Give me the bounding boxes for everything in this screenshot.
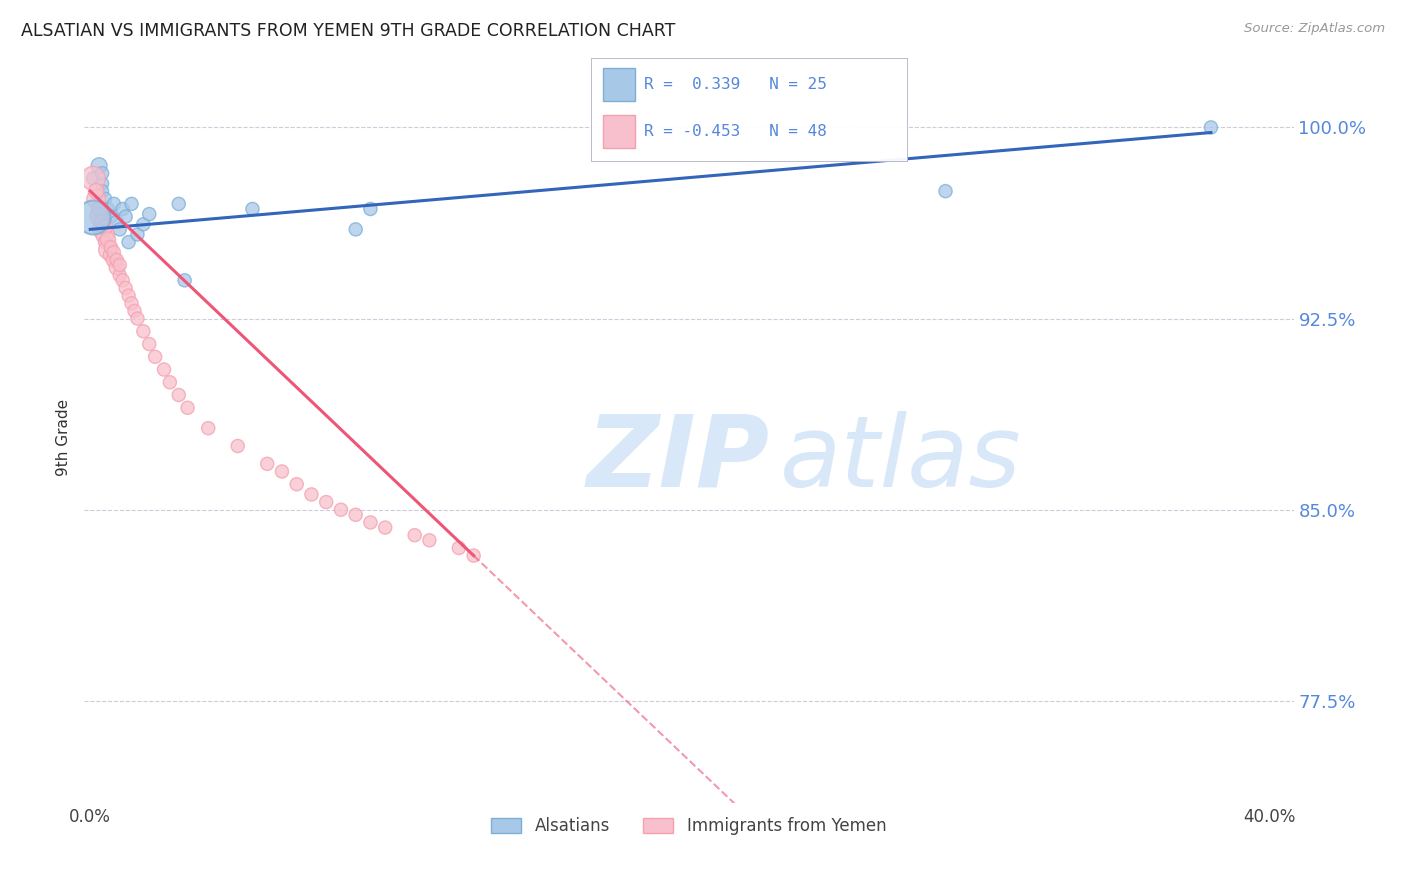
Point — [301, 487, 323, 501]
Point — [91, 184, 114, 198]
Point — [271, 465, 294, 479]
Point — [463, 549, 485, 563]
Bar — [603, 115, 636, 148]
Y-axis label: 9th Grade: 9th Grade — [56, 399, 72, 475]
Point — [91, 166, 114, 180]
Point — [100, 240, 122, 254]
Text: R = -0.453   N = 48: R = -0.453 N = 48 — [644, 124, 827, 139]
Point — [121, 296, 143, 310]
Text: Source: ZipAtlas.com: Source: ZipAtlas.com — [1244, 22, 1385, 36]
Point — [418, 533, 440, 548]
Point — [138, 207, 160, 221]
Point — [167, 388, 190, 402]
Point — [344, 508, 367, 522]
Point — [176, 401, 198, 415]
Point — [97, 202, 120, 216]
Point — [84, 184, 107, 198]
Point — [97, 233, 120, 247]
Point — [87, 210, 110, 224]
Point — [91, 222, 114, 236]
Legend: Alsatians, Immigrants from Yemen: Alsatians, Immigrants from Yemen — [485, 811, 893, 842]
Text: ZIP: ZIP — [586, 410, 769, 508]
Point — [285, 477, 308, 491]
Point — [91, 215, 114, 229]
Point — [934, 184, 956, 198]
Point — [173, 273, 195, 287]
Point — [256, 457, 278, 471]
Point — [105, 260, 128, 275]
Point — [108, 222, 131, 236]
Point — [127, 227, 149, 242]
Point — [114, 210, 136, 224]
Point — [94, 192, 117, 206]
Point — [315, 495, 337, 509]
Point — [404, 528, 426, 542]
Point — [226, 439, 249, 453]
Point — [124, 304, 146, 318]
Point — [103, 245, 125, 260]
Point — [97, 243, 120, 257]
Point — [103, 197, 125, 211]
Point — [132, 217, 155, 231]
Point — [242, 202, 264, 216]
Point — [153, 362, 176, 376]
Point — [100, 248, 122, 262]
Point — [100, 210, 122, 224]
Point — [197, 421, 219, 435]
Point — [105, 215, 128, 229]
Point — [127, 311, 149, 326]
Point — [82, 171, 104, 186]
Point — [117, 288, 139, 302]
Point — [143, 350, 166, 364]
Point — [108, 268, 131, 283]
Point — [84, 192, 107, 206]
Point — [105, 252, 128, 267]
Text: ALSATIAN VS IMMIGRANTS FROM YEMEN 9TH GRADE CORRELATION CHART: ALSATIAN VS IMMIGRANTS FROM YEMEN 9TH GR… — [21, 22, 675, 40]
Point — [138, 337, 160, 351]
Point — [94, 235, 117, 249]
Point — [94, 227, 117, 242]
Point — [121, 197, 143, 211]
Point — [94, 219, 117, 234]
Point — [374, 520, 396, 534]
Point — [117, 235, 139, 249]
Point — [344, 222, 367, 236]
Text: atlas: atlas — [780, 410, 1021, 508]
Point — [167, 197, 190, 211]
Point — [329, 502, 352, 516]
Text: R =  0.339   N = 25: R = 0.339 N = 25 — [644, 77, 827, 92]
Point — [359, 202, 381, 216]
Point — [91, 177, 114, 191]
Point — [82, 210, 104, 224]
Point — [87, 202, 110, 216]
Point — [359, 516, 381, 530]
Point — [114, 281, 136, 295]
Point — [108, 258, 131, 272]
Point — [111, 202, 134, 216]
Point — [82, 171, 104, 186]
Point — [159, 376, 181, 390]
Point — [1199, 120, 1222, 135]
Point — [132, 324, 155, 338]
Bar — [603, 69, 636, 101]
Point — [103, 252, 125, 267]
Point — [111, 273, 134, 287]
Point — [447, 541, 470, 555]
Point — [87, 159, 110, 173]
